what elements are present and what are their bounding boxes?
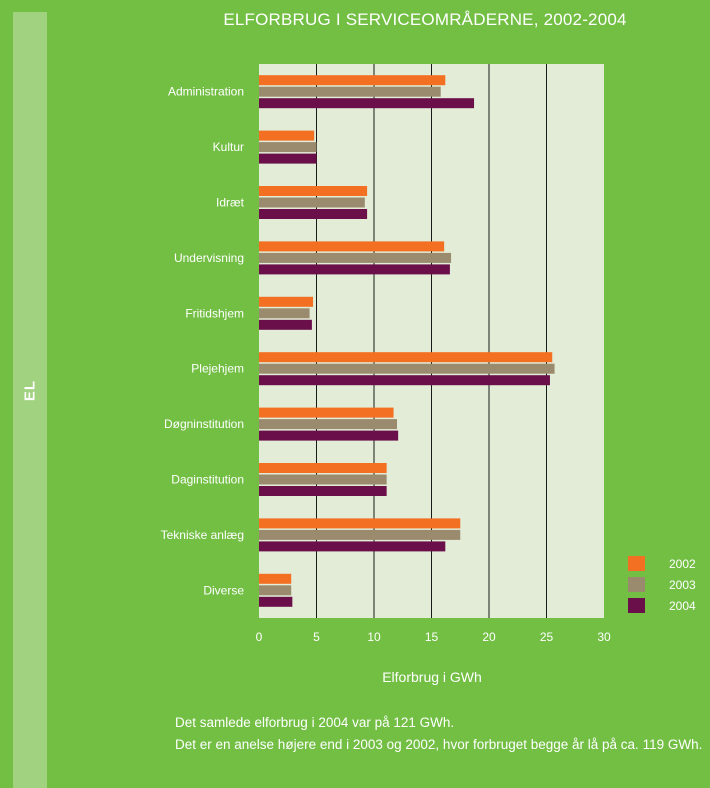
x-axis-label: Elforbrug i GWh bbox=[382, 669, 482, 685]
bar-2002 bbox=[259, 296, 314, 307]
x-tick-label: 0 bbox=[256, 630, 263, 644]
bar-2004 bbox=[259, 430, 399, 441]
bar-2004 bbox=[259, 486, 387, 496]
bar-2003 bbox=[259, 363, 555, 374]
bar-2004 bbox=[259, 319, 312, 330]
category-label: Fritidshjem bbox=[185, 306, 244, 320]
legend-label-2003: 2003 bbox=[669, 578, 696, 592]
category-label: Administration bbox=[168, 85, 244, 99]
legend-swatch-2002 bbox=[628, 556, 645, 571]
bar-2004 bbox=[259, 153, 317, 164]
bar-2003 bbox=[259, 142, 317, 153]
category-label: Kultur bbox=[213, 140, 244, 154]
x-tick-label: 30 bbox=[597, 630, 611, 644]
caption: Det samlede elforbrug i 2004 var på 121 … bbox=[175, 712, 705, 756]
legend-label-2004: 2004 bbox=[669, 599, 696, 613]
bar-2002 bbox=[259, 518, 461, 529]
x-tick-label: 20 bbox=[482, 630, 496, 644]
category-label: Daginstitution bbox=[171, 473, 244, 487]
bar-2002 bbox=[259, 130, 315, 141]
side-strip bbox=[13, 12, 47, 788]
category-label: Plejehjem bbox=[191, 362, 244, 376]
bar-2004 bbox=[259, 596, 293, 607]
category-label: Tekniske anlæg bbox=[161, 528, 244, 542]
bar-2003 bbox=[259, 529, 461, 540]
bar-2002 bbox=[259, 75, 446, 86]
bar-2004 bbox=[259, 375, 550, 386]
bar-2003 bbox=[259, 308, 310, 319]
bar-chart: Administration Kultur Idræt Undervisning Fri… bbox=[161, 64, 696, 685]
bar-2003 bbox=[259, 474, 387, 485]
category-label: Undervisning bbox=[174, 251, 244, 265]
bar-2002 bbox=[259, 407, 394, 418]
bar-2002 bbox=[259, 573, 292, 584]
bar-2002 bbox=[259, 241, 445, 252]
bar-2004 bbox=[259, 98, 475, 109]
bar-2004 bbox=[259, 541, 446, 552]
caption-line-2: Det er en anelse højere end i 2003 og 20… bbox=[175, 737, 703, 752]
bar-2002 bbox=[259, 186, 368, 196]
legend-label-2002: 2002 bbox=[669, 557, 696, 571]
bar-2002 bbox=[259, 463, 387, 473]
bar-2002 bbox=[259, 352, 553, 363]
bar-2003 bbox=[259, 252, 452, 263]
bar-2004 bbox=[259, 209, 368, 219]
category-label: Døgninstitution bbox=[164, 417, 244, 431]
bar-2004 bbox=[259, 264, 450, 275]
bar-2003 bbox=[259, 419, 397, 430]
legend-swatch-2004 bbox=[628, 598, 645, 613]
legend-swatch-2003 bbox=[628, 577, 645, 592]
x-tick-label: 10 bbox=[367, 630, 381, 644]
x-tick-label: 15 bbox=[425, 630, 439, 644]
bar-2003 bbox=[259, 197, 365, 208]
bar-2003 bbox=[259, 86, 441, 97]
caption-line-1: Det samlede elforbrug i 2004 var på 121 … bbox=[175, 715, 455, 730]
bar-2003 bbox=[259, 585, 292, 596]
category-label: Diverse bbox=[203, 583, 244, 597]
category-label: Idræt bbox=[216, 196, 245, 210]
x-tick-label: 25 bbox=[540, 630, 554, 644]
chart-title: ELFORBRUG I SERVICEOMRÅDERNE, 2002-2004 bbox=[223, 10, 627, 29]
x-tick-label: 5 bbox=[313, 630, 320, 644]
